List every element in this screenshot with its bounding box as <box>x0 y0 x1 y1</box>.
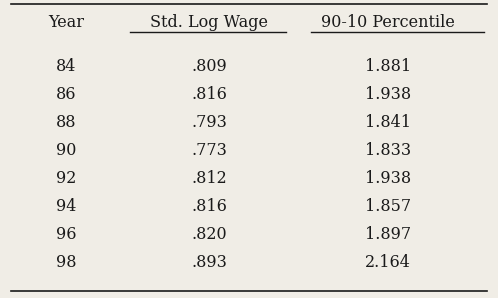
Text: .812: .812 <box>192 170 227 187</box>
Text: 1.841: 1.841 <box>365 114 411 131</box>
Text: 2.164: 2.164 <box>365 254 410 271</box>
Text: .773: .773 <box>191 142 227 159</box>
Text: 84: 84 <box>56 58 76 75</box>
Text: 96: 96 <box>55 226 76 243</box>
Text: Year: Year <box>48 13 84 31</box>
Text: 1.881: 1.881 <box>365 58 411 75</box>
Text: 1.938: 1.938 <box>365 86 411 103</box>
Text: .816: .816 <box>191 86 227 103</box>
Text: 1.897: 1.897 <box>365 226 411 243</box>
Text: 92: 92 <box>56 170 76 187</box>
Text: 1.857: 1.857 <box>365 198 411 215</box>
Text: .820: .820 <box>192 226 227 243</box>
Text: .793: .793 <box>191 114 227 131</box>
Text: 98: 98 <box>55 254 76 271</box>
Text: Std. Log Wage: Std. Log Wage <box>150 13 268 31</box>
Text: .816: .816 <box>191 198 227 215</box>
Text: 86: 86 <box>55 86 76 103</box>
Text: 1.833: 1.833 <box>365 142 411 159</box>
Text: .893: .893 <box>191 254 227 271</box>
Text: 90-10 Percentile: 90-10 Percentile <box>321 13 455 31</box>
Text: 1.938: 1.938 <box>365 170 411 187</box>
Text: 88: 88 <box>55 114 76 131</box>
Text: 90: 90 <box>56 142 76 159</box>
Text: .809: .809 <box>192 58 227 75</box>
Text: 94: 94 <box>56 198 76 215</box>
